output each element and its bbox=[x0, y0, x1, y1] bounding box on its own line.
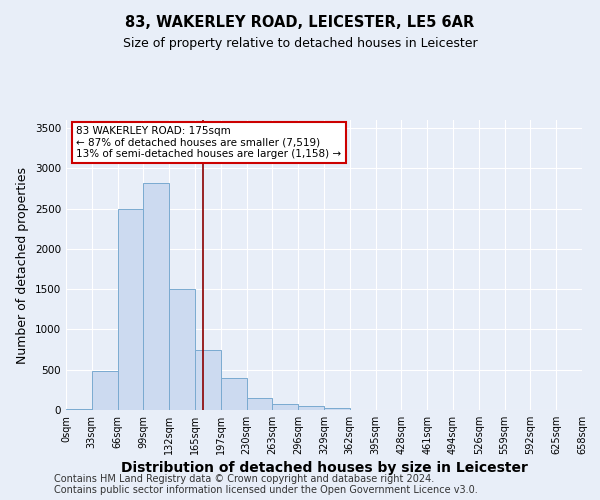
Bar bbox=[272, 404, 298, 410]
Bar bbox=[66, 409, 92, 410]
Bar bbox=[324, 408, 350, 410]
Bar bbox=[143, 183, 169, 410]
Text: Contains HM Land Registry data © Crown copyright and database right 2024.: Contains HM Land Registry data © Crown c… bbox=[54, 474, 434, 484]
Y-axis label: Number of detached properties: Number of detached properties bbox=[16, 166, 29, 364]
Text: Size of property relative to detached houses in Leicester: Size of property relative to detached ho… bbox=[122, 38, 478, 51]
Text: 83 WAKERLEY ROAD: 175sqm
← 87% of detached houses are smaller (7,519)
13% of sem: 83 WAKERLEY ROAD: 175sqm ← 87% of detach… bbox=[76, 126, 341, 159]
Bar bbox=[195, 350, 221, 410]
Bar bbox=[221, 378, 247, 410]
Bar bbox=[169, 289, 195, 410]
Text: 83, WAKERLEY ROAD, LEICESTER, LE5 6AR: 83, WAKERLEY ROAD, LEICESTER, LE5 6AR bbox=[125, 15, 475, 30]
Bar bbox=[92, 372, 118, 410]
Bar bbox=[118, 208, 143, 410]
Bar bbox=[247, 398, 272, 410]
Text: Contains public sector information licensed under the Open Government Licence v3: Contains public sector information licen… bbox=[54, 485, 478, 495]
X-axis label: Distribution of detached houses by size in Leicester: Distribution of detached houses by size … bbox=[121, 461, 527, 475]
Bar bbox=[298, 406, 324, 410]
